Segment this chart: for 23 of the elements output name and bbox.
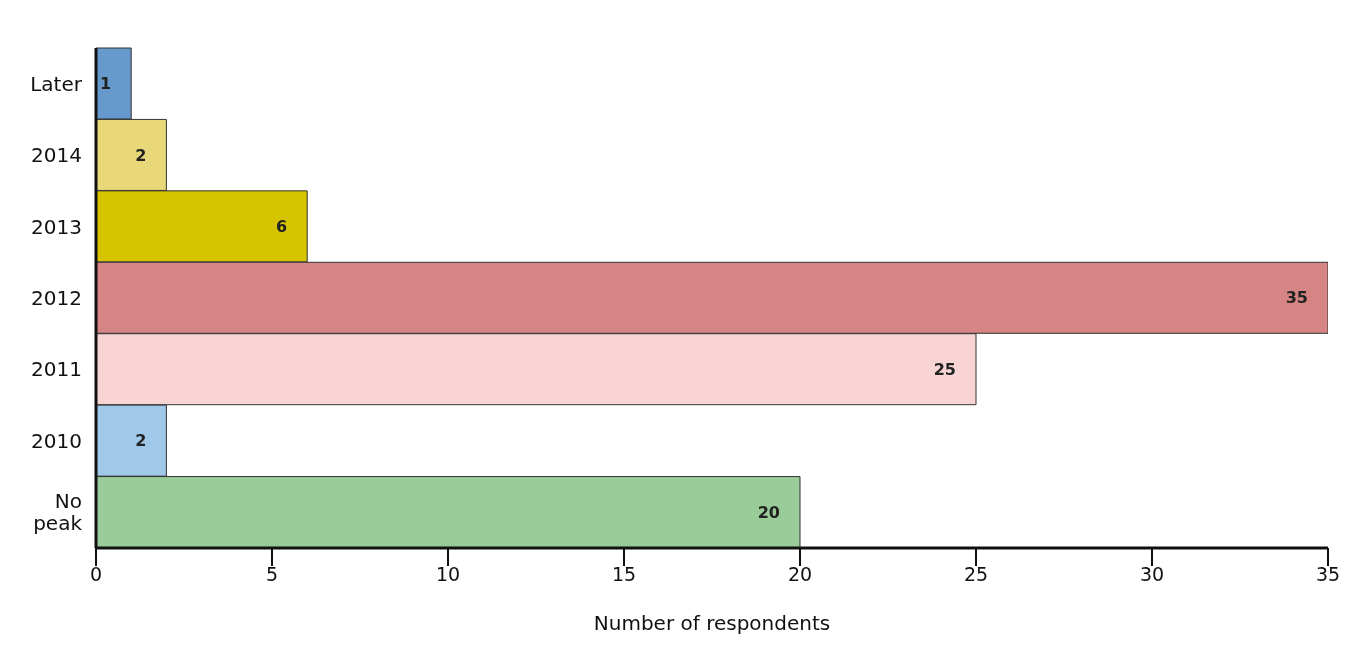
y-tick-label: 2014 xyxy=(31,143,82,168)
data-label: 2 xyxy=(135,145,147,165)
x-tick-label: 5 xyxy=(265,563,279,586)
x-tick-label: 20 xyxy=(787,563,813,586)
data-label: 6 xyxy=(276,217,288,237)
y-tick-label: No peak xyxy=(33,489,83,536)
x-tick-label: 15 xyxy=(611,563,637,586)
x-tick-label: 35 xyxy=(1315,563,1341,586)
x-tick-label: 25 xyxy=(963,563,989,586)
data-label: 1 xyxy=(100,74,112,94)
data-label: 35 xyxy=(1285,288,1308,308)
y-tick-label: 2013 xyxy=(31,214,82,239)
y-tick-label: Later xyxy=(30,71,83,96)
y-tick-label: 2010 xyxy=(31,428,82,453)
y-tick-label: 2012 xyxy=(31,286,82,310)
data-label: 25 xyxy=(933,359,956,379)
y-tick-label: 2011 xyxy=(31,357,82,382)
x-tick-label: 10 xyxy=(435,563,461,586)
data-label: 2 xyxy=(135,431,147,451)
data-label: 20 xyxy=(757,502,780,522)
x-axis-title: Number of respondents xyxy=(593,611,831,635)
x-tick-label: 30 xyxy=(1139,563,1165,586)
x-tick-label: 0 xyxy=(89,563,103,586)
